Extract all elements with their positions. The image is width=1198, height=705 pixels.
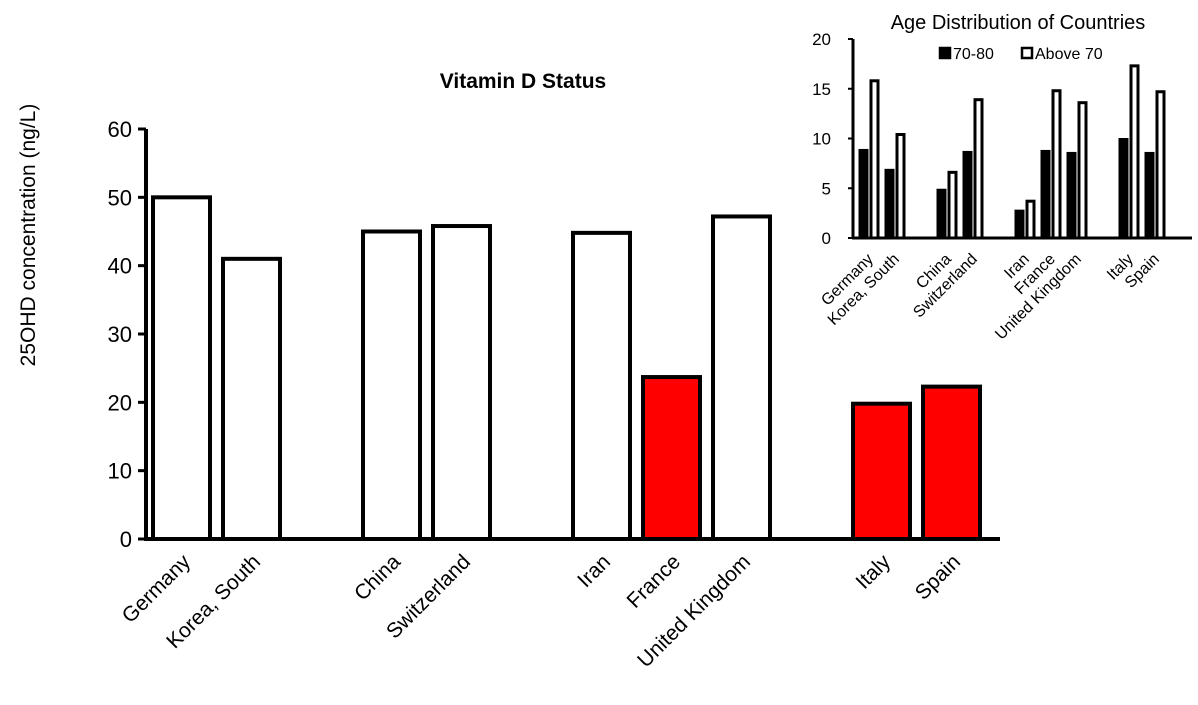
main-y-tick-label: 10 — [108, 459, 132, 484]
inset-bar-above-70 — [947, 170, 958, 240]
main-y-tick-label: 50 — [108, 185, 132, 210]
inset-y-tick-label: 10 — [812, 130, 831, 149]
inset-y-ticks: 0 5 10 15 20 — [812, 30, 853, 248]
main-y-axis-label: 25OHD concentration (ng/L) — [17, 104, 40, 367]
inset-y-tick-label: 0 — [822, 229, 831, 248]
main-chart-title: Vitamin D Status — [440, 70, 606, 93]
legend-swatch-70-80 — [938, 46, 952, 60]
main-bar — [221, 256, 282, 541]
main-y-tick-label: 40 — [108, 254, 132, 279]
inset-bar-above-70 — [1155, 90, 1166, 240]
inset-bar-above-70 — [895, 133, 906, 240]
main-x-tick-label: France — [623, 550, 685, 612]
inset-bar-above-70 — [1077, 101, 1088, 240]
inset-bar-70-80 — [1118, 137, 1129, 240]
main-bar — [711, 214, 772, 541]
legend-swatch-above-70 — [1020, 46, 1034, 60]
main-x-tick-label: China — [350, 550, 405, 605]
main-y-tick-label: 60 — [108, 117, 132, 142]
main-x-tick-label: Iran — [573, 550, 615, 592]
inset-bar-70-80 — [962, 150, 973, 240]
main-bar — [641, 375, 702, 541]
inset-bar-70-80 — [1144, 151, 1155, 240]
main-y-tick-label: 0 — [120, 527, 132, 552]
inset-bar-70-80 — [858, 148, 869, 240]
legend-label: 70-80 — [953, 46, 994, 63]
main-bars — [151, 195, 982, 542]
main-bar — [921, 384, 982, 541]
inset-y-tick-label: 15 — [812, 80, 831, 99]
main-x-tick-label: Italy — [852, 550, 896, 594]
inset-y-tick-label: 20 — [812, 30, 831, 49]
main-bar — [851, 401, 912, 542]
inset-bar-70-80 — [884, 168, 895, 240]
inset-chart: Age Distribution of Countries 70-80 Above… — [812, 12, 1192, 343]
main-x-tick-label: Spain — [911, 550, 965, 604]
legend-label: Above 70 — [1035, 46, 1103, 63]
inset-bar-70-80 — [936, 188, 947, 240]
main-bar — [151, 195, 212, 541]
inset-bar-70-80 — [1066, 151, 1077, 240]
main-y-tick-label: 30 — [108, 322, 132, 347]
inset-bar-above-70 — [1129, 64, 1140, 240]
main-y-tick-label: 20 — [108, 390, 132, 415]
inset-bar-70-80 — [1014, 209, 1025, 240]
inset-bar-70-80 — [1040, 149, 1051, 240]
inset-bar-above-70 — [869, 79, 880, 240]
inset-y-tick-label: 5 — [822, 179, 831, 198]
main-y-ticks: 0 10 20 30 40 50 60 — [108, 117, 146, 552]
inset-bars — [858, 64, 1166, 240]
inset-bar-above-70 — [973, 98, 984, 240]
main-bar — [571, 230, 632, 541]
main-bar — [361, 229, 422, 541]
inset-legend: 70-80 Above 70 — [938, 46, 1103, 63]
inset-bar-above-70 — [1025, 199, 1036, 240]
inset-bar-above-70 — [1051, 89, 1062, 240]
main-bar — [431, 224, 492, 542]
inset-chart-title: Age Distribution of Countries — [891, 12, 1146, 34]
